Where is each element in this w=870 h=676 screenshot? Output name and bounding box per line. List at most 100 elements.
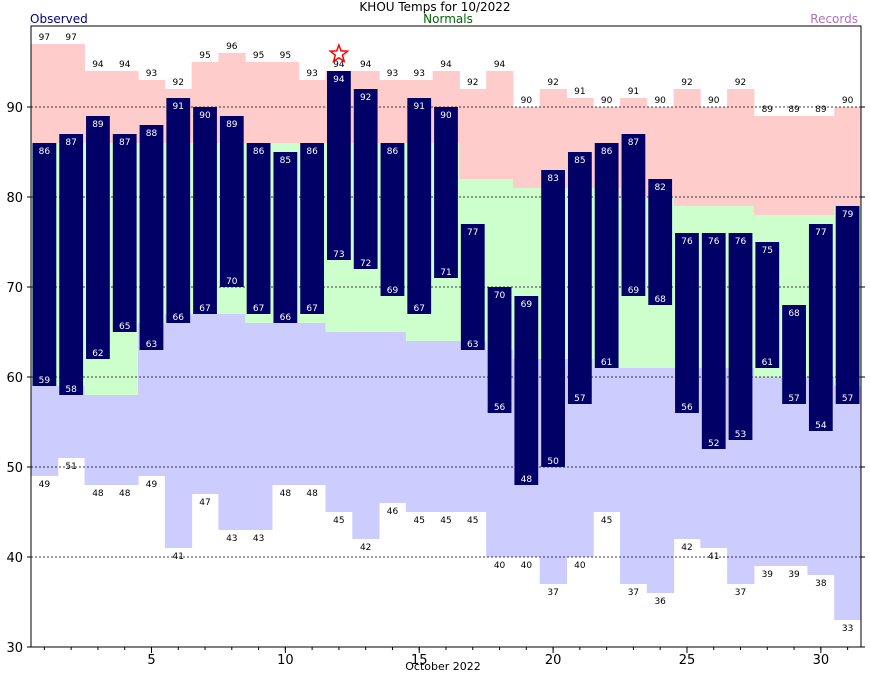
observed-high-label: 69 [521, 300, 533, 310]
record-high-label: 94 [92, 60, 104, 70]
observed-high-label: 86 [253, 147, 265, 157]
record-star-icon [330, 45, 347, 61]
record-low-label: 36 [654, 597, 666, 607]
observed-low-label: 58 [65, 385, 77, 395]
record-high-label: 89 [815, 105, 827, 115]
observed-low-label: 66 [173, 313, 185, 323]
observed-high-label: 82 [654, 183, 665, 193]
record-low-label: 39 [762, 570, 774, 580]
record-low-band [406, 341, 433, 512]
observed-bar [113, 134, 137, 332]
observed-high-label: 90 [199, 111, 211, 121]
observed-low-label: 67 [199, 304, 210, 314]
observed-high-label: 86 [387, 147, 399, 157]
observed-bar [327, 71, 351, 260]
y-tick-label: 60 [6, 371, 23, 386]
observed-high-label: 86 [39, 147, 51, 157]
record-low-label: 33 [842, 624, 853, 634]
observed-high-label: 77 [815, 228, 826, 238]
record-low-label: 48 [306, 489, 318, 499]
record-high-label: 92 [467, 78, 478, 88]
record-high-label: 95 [199, 51, 210, 61]
record-high-label: 93 [146, 69, 157, 79]
observed-low-label: 66 [280, 313, 292, 323]
observed-high-label: 87 [628, 138, 639, 148]
record-high-label: 93 [413, 69, 424, 79]
observed-low-label: 59 [39, 376, 51, 386]
record-high-label: 90 [708, 96, 720, 106]
record-low-label: 43 [253, 534, 264, 544]
record-low-band [593, 368, 620, 512]
observed-bar [568, 152, 592, 404]
observed-high-label: 86 [306, 147, 318, 157]
observed-low-label: 67 [253, 304, 264, 314]
observed-bar [220, 116, 244, 287]
observed-high-label: 92 [360, 93, 371, 103]
observed-low-label: 54 [815, 421, 827, 431]
record-low-band [352, 332, 379, 539]
record-low-label: 49 [39, 480, 51, 490]
record-low-band [111, 395, 138, 485]
record-low-label: 41 [173, 552, 184, 562]
observed-bar [354, 89, 378, 269]
record-low-label: 48 [119, 489, 131, 499]
record-high-label: 95 [280, 51, 291, 61]
record-high-label: 90 [842, 96, 854, 106]
observed-bar [407, 98, 431, 314]
observed-high-label: 90 [440, 111, 452, 121]
observed-high-label: 75 [762, 246, 773, 256]
record-low-label: 37 [547, 588, 558, 598]
record-low-label: 37 [628, 588, 639, 598]
observed-bar [809, 224, 833, 431]
record-high-label: 92 [681, 78, 692, 88]
observed-low-label: 52 [708, 439, 719, 449]
observed-low-label: 62 [92, 349, 103, 359]
observed-high-label: 87 [119, 138, 130, 148]
record-high-label: 92 [735, 78, 746, 88]
record-high-label: 90 [601, 96, 613, 106]
observed-bar [86, 116, 110, 359]
record-low-band [272, 323, 299, 485]
observed-bar [675, 233, 699, 413]
y-tick-label: 30 [6, 641, 23, 656]
record-high-label: 89 [788, 105, 800, 115]
record-high-band [834, 107, 861, 206]
record-low-label: 37 [735, 588, 746, 598]
observed-high-label: 68 [788, 309, 800, 319]
observed-high-label: 76 [708, 237, 720, 247]
record-high-band [513, 107, 540, 188]
observed-bar [300, 143, 324, 314]
record-high-label: 95 [253, 51, 264, 61]
observed-low-label: 50 [547, 457, 559, 467]
observed-high-label: 91 [413, 102, 424, 112]
y-tick-label: 80 [6, 191, 23, 206]
record-high-label: 91 [574, 87, 585, 97]
record-low-label: 40 [521, 561, 533, 571]
record-low-band [245, 323, 272, 530]
record-high-label: 94 [119, 60, 131, 70]
observed-high-label: 85 [574, 156, 585, 166]
observed-high-label: 85 [280, 156, 291, 166]
record-low-label: 45 [333, 516, 344, 526]
observed-low-label: 73 [333, 250, 344, 260]
record-high-label: 91 [628, 87, 639, 97]
observed-bar [140, 125, 164, 350]
record-high-label: 89 [762, 105, 774, 115]
record-high-label: 94 [440, 60, 452, 70]
observed-bar [782, 305, 806, 404]
observed-low-label: 53 [735, 430, 746, 440]
temperature-chart: 8659875889628765886391669067897086678566… [0, 0, 870, 676]
observed-bar [247, 143, 271, 314]
record-low-label: 48 [92, 489, 104, 499]
x-axis-label: October 2022 [0, 660, 870, 673]
observed-bar [836, 206, 860, 404]
record-high-band [486, 71, 513, 179]
record-low-label: 42 [681, 543, 692, 553]
record-low-label: 46 [387, 507, 399, 517]
record-low-label: 40 [494, 561, 506, 571]
observed-bar [755, 242, 779, 368]
observed-low-label: 71 [440, 268, 451, 278]
observed-low-label: 57 [842, 394, 853, 404]
record-high-label: 94 [360, 60, 372, 70]
record-high-label: 92 [173, 78, 184, 88]
